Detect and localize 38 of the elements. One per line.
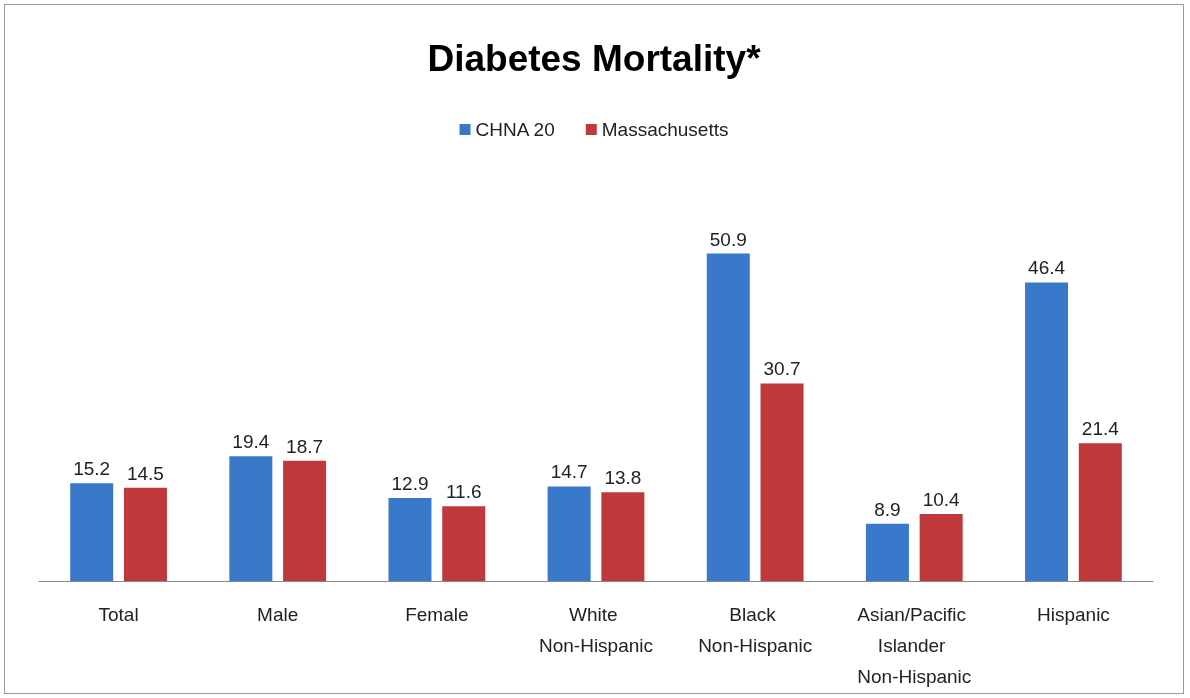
bar	[229, 456, 273, 581]
x-tick-label: Black Non-Hispanic	[698, 604, 813, 656]
data-label: 21.4	[1081, 418, 1120, 440]
data-label: 50.9	[709, 228, 747, 250]
bar	[388, 498, 432, 581]
bar	[706, 253, 750, 581]
bar	[547, 486, 591, 581]
chart-title: Diabetes Mortality*	[427, 38, 762, 79]
data-label: 19.4	[232, 431, 270, 453]
x-tick-label: Asian/Pacific Islander Non-Hispanic	[857, 604, 972, 687]
data-label: 14.7	[550, 461, 588, 483]
bar	[1078, 443, 1122, 581]
data-label: 18.7	[286, 435, 324, 457]
x-tick-label: Hispanic	[1036, 604, 1110, 625]
bar	[283, 460, 327, 581]
data-label: 13.8	[604, 467, 642, 489]
x-tick-label: Total	[98, 604, 139, 625]
bar	[760, 383, 804, 581]
bar	[865, 523, 909, 581]
data-label: 11.6	[445, 481, 482, 503]
legend-label: CHNA 20	[475, 119, 555, 140]
data-label: 12.9	[391, 473, 429, 495]
data-label: 15.2	[73, 458, 111, 480]
x-tick-label: White Non-Hispanic	[538, 604, 654, 656]
bar	[70, 483, 114, 581]
data-label: 8.9	[874, 498, 901, 520]
data-label: 14.5	[126, 462, 164, 484]
data-label: 46.4	[1028, 257, 1066, 279]
bar	[123, 487, 167, 581]
x-tick-label: Female	[405, 604, 469, 625]
bar	[1025, 282, 1069, 581]
bar	[442, 506, 486, 581]
x-tick-label: Male	[257, 604, 299, 625]
legend-label: Massachusetts	[601, 119, 729, 140]
data-label: 30.7	[763, 358, 801, 380]
bar	[919, 514, 963, 581]
data-label: 10.4	[922, 489, 961, 511]
bar	[601, 492, 645, 581]
